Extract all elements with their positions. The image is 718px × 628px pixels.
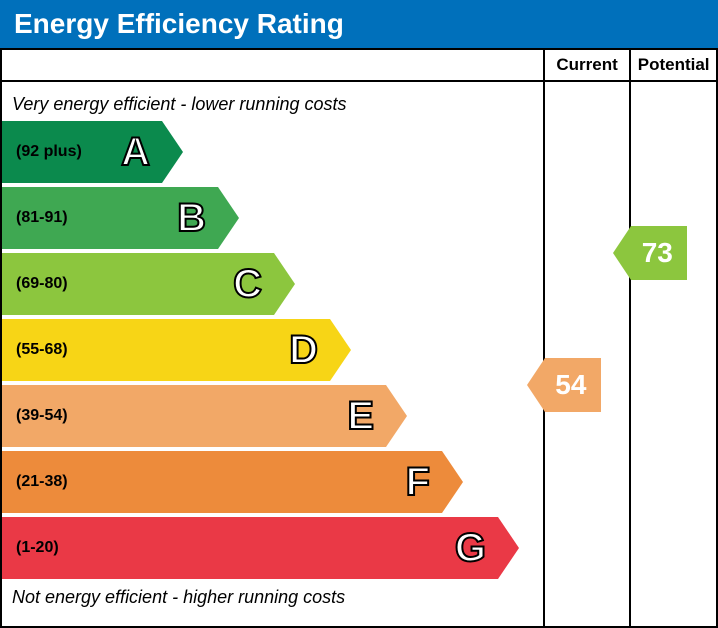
band-row-e: (39-54) E [2, 385, 543, 447]
current-value: 54 [545, 358, 601, 412]
band-range: (55-68) [16, 341, 68, 359]
potential-cell: 73 [630, 81, 717, 627]
band-letter: D [289, 328, 318, 373]
epc-table: Current Potential Very energy efficient … [0, 48, 718, 628]
header-row: Current Potential [1, 49, 717, 81]
title-bar: Energy Efficiency Rating [0, 0, 718, 48]
band-letter: C [233, 262, 262, 307]
band-letter: G [455, 526, 486, 571]
band-range: (81-91) [16, 209, 68, 227]
band-letter: F [406, 460, 430, 505]
band-letter: E [347, 394, 374, 439]
band-row-d: (55-68) D [2, 319, 543, 381]
bars-container: (92 plus) A (81-91) B (69-80) C (55-68) D (39-54… [2, 121, 543, 579]
potential-pointer: 73 [613, 226, 687, 280]
header-current: Current [544, 49, 630, 81]
band-row-a: (92 plus) A [2, 121, 543, 183]
pointer-arrow-icon [527, 358, 545, 412]
epc-chart: Energy Efficiency Rating Current Potenti… [0, 0, 718, 619]
chart-area: Very energy efficient - lower running co… [2, 82, 543, 626]
band-bar-g: (1-20) G [2, 517, 498, 579]
band-range: (1-20) [16, 539, 59, 557]
band-row-b: (81-91) B [2, 187, 543, 249]
band-row-c: (69-80) C [2, 253, 543, 315]
current-col: 54 [545, 82, 629, 626]
band-letter: A [121, 130, 150, 175]
pointer-arrow-icon [613, 226, 631, 280]
potential-value: 73 [631, 226, 687, 280]
caption-bottom: Not energy efficient - higher running co… [2, 583, 543, 614]
band-bar-a: (92 plus) A [2, 121, 162, 183]
body-row: Very energy efficient - lower running co… [1, 81, 717, 627]
band-bar-f: (21-38) F [2, 451, 442, 513]
header-potential: Potential [630, 49, 717, 81]
band-row-g: (1-20) G [2, 517, 543, 579]
band-range: (69-80) [16, 275, 68, 293]
band-bar-e: (39-54) E [2, 385, 386, 447]
current-pointer: 54 [527, 358, 601, 412]
current-cell: 54 [544, 81, 630, 627]
band-range: (21-38) [16, 473, 68, 491]
band-letter: B [177, 196, 206, 241]
potential-col: 73 [631, 82, 716, 626]
caption-top: Very energy efficient - lower running co… [2, 90, 543, 121]
band-bar-d: (55-68) D [2, 319, 330, 381]
band-bar-c: (69-80) C [2, 253, 274, 315]
band-range: (92 plus) [16, 143, 82, 161]
header-blank [1, 49, 544, 81]
chart-cell: Very energy efficient - lower running co… [1, 81, 544, 627]
band-bar-b: (81-91) B [2, 187, 218, 249]
band-row-f: (21-38) F [2, 451, 543, 513]
band-range: (39-54) [16, 407, 68, 425]
